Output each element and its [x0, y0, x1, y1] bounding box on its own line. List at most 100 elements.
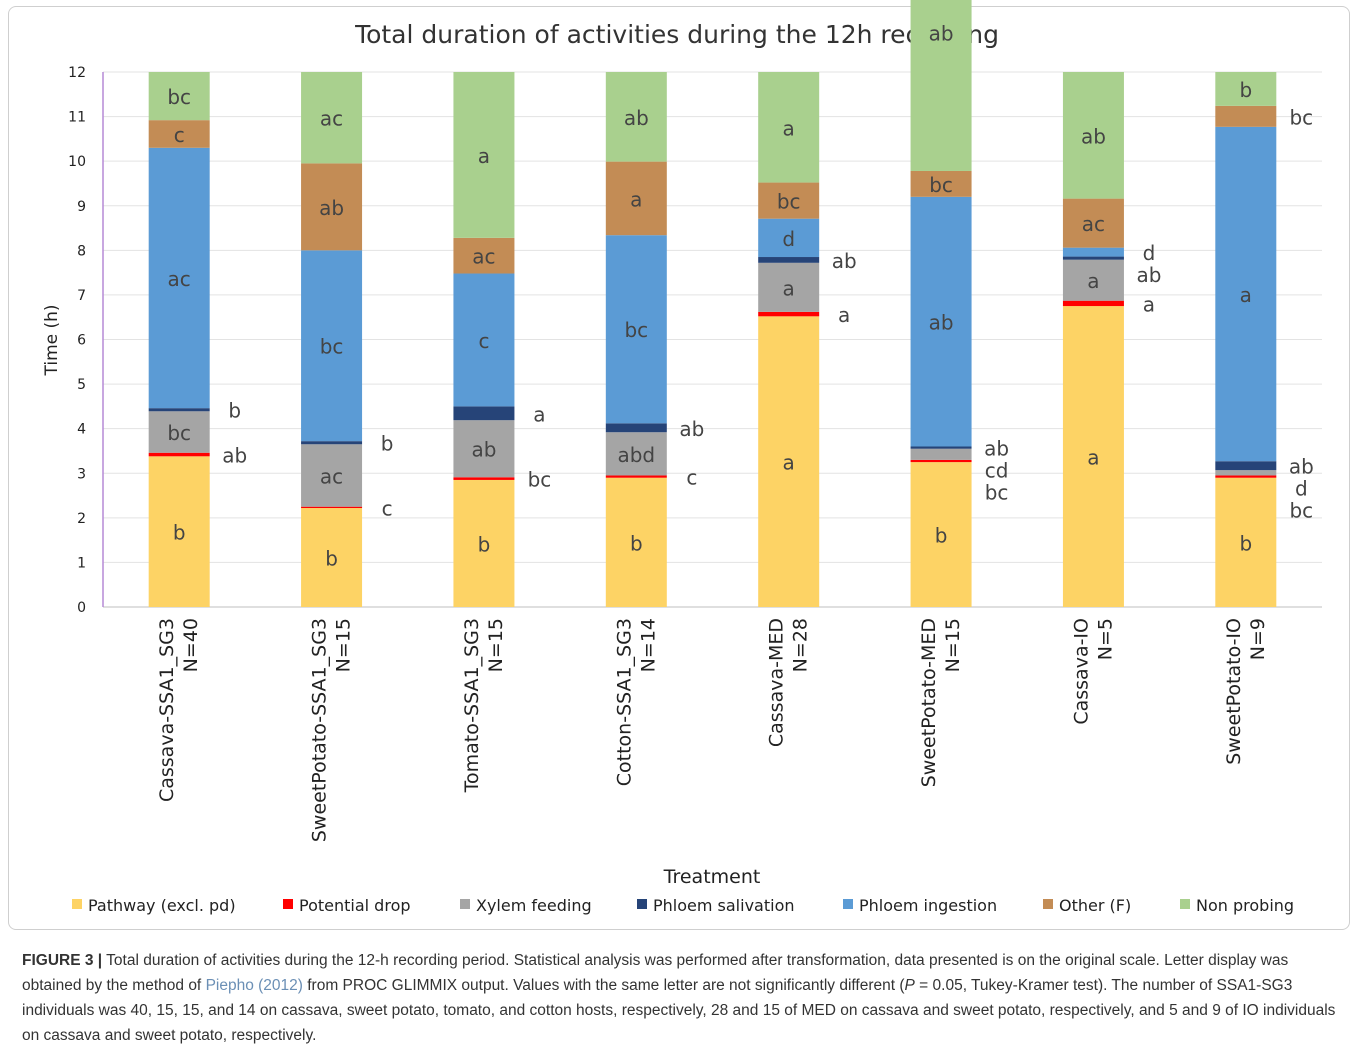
- bar-segment-pathway-excl-pd: [148, 456, 210, 607]
- significance-letter: a: [533, 402, 545, 426]
- legend-label: Non probing: [1196, 896, 1294, 915]
- bar-segment-pathway-excl-pd: [605, 477, 667, 607]
- significance-letter: bc: [528, 468, 552, 492]
- legend-swatch: [72, 899, 82, 909]
- stacked-bar-chart: Total duration of activities during the …: [42, 0, 1322, 915]
- x-category-n: N=15: [333, 618, 355, 672]
- y-tick-label: 9: [77, 199, 86, 215]
- x-category-name: SweetPotato-MED: [918, 618, 940, 787]
- significance-letter: a: [783, 116, 795, 140]
- significance-letter: a: [1143, 292, 1155, 316]
- bar-segment-phloem-salivation: [758, 257, 820, 263]
- y-tick-label: 10: [68, 154, 86, 170]
- significance-letter: d: [782, 227, 795, 251]
- significance-letter: ab: [832, 249, 857, 273]
- x-category-label: Cassava-SSA1_SG3 N=40: [156, 618, 202, 802]
- significance-letter: bc: [1289, 499, 1313, 523]
- significance-letter: b: [228, 399, 241, 423]
- significance-letter: ab: [929, 21, 954, 45]
- significance-letter: ab: [471, 438, 496, 462]
- bar-segment-non-probing: [605, 72, 667, 162]
- significance-letter: a: [1087, 269, 1099, 293]
- significance-letter: bc: [167, 421, 191, 445]
- significance-letter: cd: [985, 459, 1009, 483]
- bar-segment-pathway-excl-pd: [758, 316, 820, 607]
- significance-letter: b: [325, 547, 338, 571]
- bar-segment-phloem-ingestion: [910, 196, 972, 447]
- bar-segment-potential-drop: [453, 477, 515, 480]
- bar-segment-other-f: [148, 120, 210, 148]
- legend-swatch: [460, 899, 470, 909]
- bar-segment-phloem-salivation: [910, 446, 972, 449]
- x-axis-label: Treatment: [663, 866, 761, 888]
- x-category-label: Cassava-MED N=28: [766, 618, 812, 747]
- caption-text-part-1: Total duration of activities during the …: [22, 952, 1289, 994]
- bar-segment-pathway-excl-pd: [910, 462, 972, 607]
- x-category-name: Cassava-SSA1_SG3: [156, 618, 178, 802]
- significance-letter: b: [381, 432, 394, 456]
- significance-letter: bc: [777, 190, 801, 214]
- significance-letter: bc: [320, 335, 344, 359]
- bar-segment-phloem-salivation: [453, 406, 515, 421]
- legend: Pathway (excl. pd) Potential drop Xylem fe…: [72, 896, 1294, 915]
- bar-segment-phloem-ingestion: [148, 147, 210, 409]
- significance-letter: ac: [320, 107, 343, 131]
- significance-letter: ab: [1081, 124, 1106, 148]
- figure-frame: [8, 6, 1350, 930]
- significance-letter: ab: [624, 106, 649, 130]
- significance-letter: ab: [679, 417, 704, 441]
- significance-letter: ac: [1082, 212, 1105, 236]
- bar-segment-phloem-salivation: [148, 408, 210, 412]
- bar-segment-xylem-feeding: [605, 432, 667, 476]
- x-category-label: Cotton-SSA1_SG3 N=14: [613, 618, 659, 786]
- significance-letter: ab: [1289, 455, 1314, 479]
- significance-letter: ab: [984, 437, 1009, 461]
- caption-text-part-2: from PROC GLIMMIX output. Values with th…: [302, 977, 905, 994]
- caption-citation-link[interactable]: Piepho (2012): [205, 977, 303, 994]
- bar-segment-pathway-excl-pd: [1215, 477, 1277, 607]
- significance-letter: d: [1143, 241, 1156, 265]
- significance-letter: ab: [319, 196, 344, 220]
- bar-segment-pathway-excl-pd: [453, 479, 515, 607]
- significance-letter: ab: [222, 444, 247, 468]
- x-category-n: N=15: [485, 618, 507, 672]
- bar-segment-xylem-feeding: [148, 411, 210, 453]
- x-category-name: SweetPotato-IO: [1223, 618, 1245, 765]
- x-category-label: SweetPotato-MED N=15: [918, 618, 964, 787]
- bar-segment-phloem-ingestion: [301, 250, 363, 442]
- x-category-name: Tomato-SSA1_SG3: [461, 618, 483, 793]
- bar-segment-non-probing: [301, 72, 363, 164]
- bar-segment-other-f: [605, 161, 667, 236]
- bar-segment-other-f: [1215, 105, 1277, 127]
- bar-segment-xylem-feeding: [1062, 259, 1124, 301]
- bar-segment-potential-drop: [910, 459, 972, 463]
- bar-segment-phloem-salivation: [1062, 256, 1124, 260]
- significance-letter: bc: [167, 85, 191, 109]
- x-category-n: N=28: [790, 618, 812, 672]
- bar-segment-pathway-excl-pd: [1062, 306, 1124, 607]
- bar-segment-phloem-salivation: [1215, 461, 1277, 471]
- x-category-n: N=9: [1247, 618, 1269, 660]
- legend-swatch: [283, 899, 293, 909]
- bar-segment-potential-drop: [1215, 475, 1277, 478]
- significance-letter: ab: [929, 311, 954, 335]
- bar-segment-non-probing: [1215, 72, 1277, 106]
- legend-label: Pathway (excl. pd): [88, 896, 236, 915]
- bar-segment-non-probing: [148, 72, 210, 121]
- y-tick-label: 1: [77, 555, 86, 571]
- significance-letter: b: [173, 521, 186, 545]
- bar-segment-xylem-feeding: [758, 262, 820, 312]
- figure-caption: FIGURE 3 | Total duration of activities …: [22, 948, 1344, 1048]
- legend-swatch: [637, 899, 647, 909]
- significance-letter: c: [382, 496, 393, 520]
- y-tick-label: 12: [68, 65, 86, 81]
- significance-letter: a: [1087, 446, 1099, 470]
- bar-segment-non-probing: [758, 72, 820, 183]
- y-axis-label: Time (h): [42, 304, 62, 376]
- x-category-name: Cotton-SSA1_SG3: [613, 618, 635, 786]
- legend-swatch: [1043, 899, 1053, 909]
- caption-figure-label: FIGURE 3 |: [22, 952, 103, 969]
- bar-segment-potential-drop: [605, 475, 667, 478]
- significance-letter: a: [783, 276, 795, 300]
